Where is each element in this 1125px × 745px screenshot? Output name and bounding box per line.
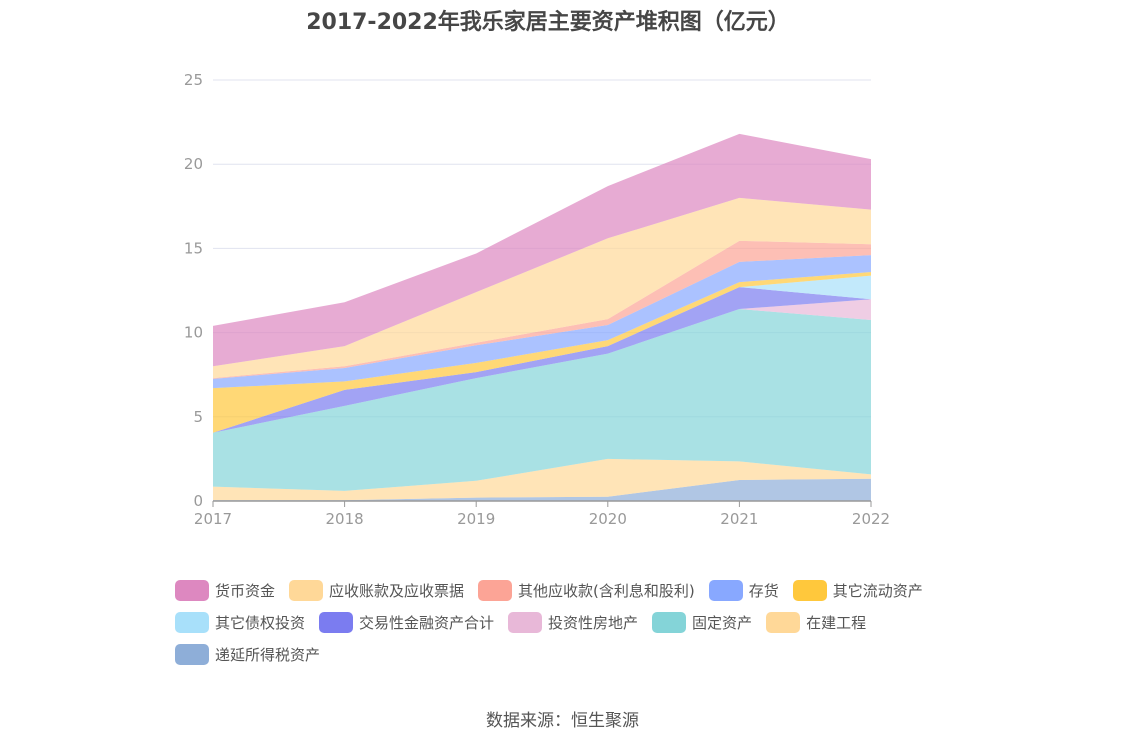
area-series-0 — [213, 478, 871, 501]
legend-item[interactable]: 其它债权投资 — [175, 612, 305, 633]
x-tick-label: 2022 — [852, 510, 890, 528]
legend-item[interactable]: 其他应收款(含利息和股利) — [478, 580, 695, 601]
legend-swatch — [478, 580, 513, 601]
legend-swatch — [289, 580, 324, 601]
y-tick-label: 20 — [184, 155, 203, 173]
legend-item[interactable]: 交易性金融资产合计 — [319, 612, 494, 633]
x-tick-label: 2018 — [326, 510, 364, 528]
chart-title: 2017-2022年我乐家居主要资产堆积图（亿元） — [306, 10, 790, 35]
legend-item[interactable]: 递延所得税资产 — [175, 644, 320, 665]
area-series-6 — [213, 271, 871, 433]
legend-item[interactable]: 应收账款及应收票据 — [289, 580, 464, 601]
legend-item[interactable]: 货币资金 — [175, 580, 275, 601]
legend-item[interactable]: 存货 — [708, 580, 779, 601]
y-tick-label: 0 — [193, 492, 203, 510]
area-series-2 — [213, 309, 871, 491]
legend-label: 投资性房地产 — [548, 614, 639, 632]
legend-label: 在建工程 — [806, 614, 867, 632]
legend-swatch — [175, 612, 209, 633]
legend-label: 交易性金融资产合计 — [359, 614, 495, 632]
y-tick-label: 10 — [184, 324, 203, 342]
legend: 货币资金 应收账款及应收票据 其他应收款(含利息和股利) 存货 其它流动资产其它债权投资… — [175, 580, 937, 665]
area-series-5 — [213, 275, 871, 433]
legend-swatch — [508, 612, 543, 633]
area-series-1 — [213, 458, 871, 501]
legend-label: 递延所得税资产 — [215, 646, 321, 664]
legend-item[interactable]: 其它流动资产 — [792, 580, 923, 601]
legend-label: 其它债权投资 — [215, 614, 306, 632]
area-series-4 — [213, 287, 871, 433]
y-tick-label: 25 — [184, 71, 203, 89]
legend-label: 其它流动资产 — [832, 582, 923, 600]
legend-swatch — [319, 612, 354, 633]
x-tick-label: 2017 — [194, 510, 232, 528]
legend-swatch — [175, 644, 209, 665]
legend-item[interactable]: 投资性房地产 — [508, 612, 638, 633]
legend-swatch — [708, 580, 743, 601]
y-tick-label: 5 — [193, 408, 203, 426]
legend-item[interactable]: 固定资产 — [652, 612, 752, 633]
legend-label: 固定资产 — [692, 614, 753, 632]
legend-swatch — [175, 580, 209, 601]
legend-label: 其他应收款(含利息和股利) — [518, 582, 695, 600]
x-tick-label: 2020 — [589, 510, 627, 528]
legend-label: 应收账款及应收票据 — [329, 582, 465, 600]
area-series-3 — [213, 299, 871, 433]
area-series-10 — [213, 133, 871, 367]
data-source: 数据来源：恒生聚源 — [486, 711, 639, 731]
legend-item[interactable]: 在建工程 — [766, 612, 866, 633]
legend-label: 货币资金 — [215, 582, 276, 600]
y-tick-label: 15 — [184, 239, 203, 257]
legend-label: 存货 — [748, 582, 779, 600]
x-tick-label: 2019 — [457, 510, 495, 528]
legend-swatch — [652, 612, 687, 633]
legend-swatch — [766, 612, 801, 633]
area-series-8 — [213, 240, 871, 379]
area-series-9 — [213, 197, 871, 379]
area-series-7 — [213, 255, 871, 389]
legend-swatch — [792, 580, 827, 601]
x-tick-label: 2021 — [720, 510, 758, 528]
